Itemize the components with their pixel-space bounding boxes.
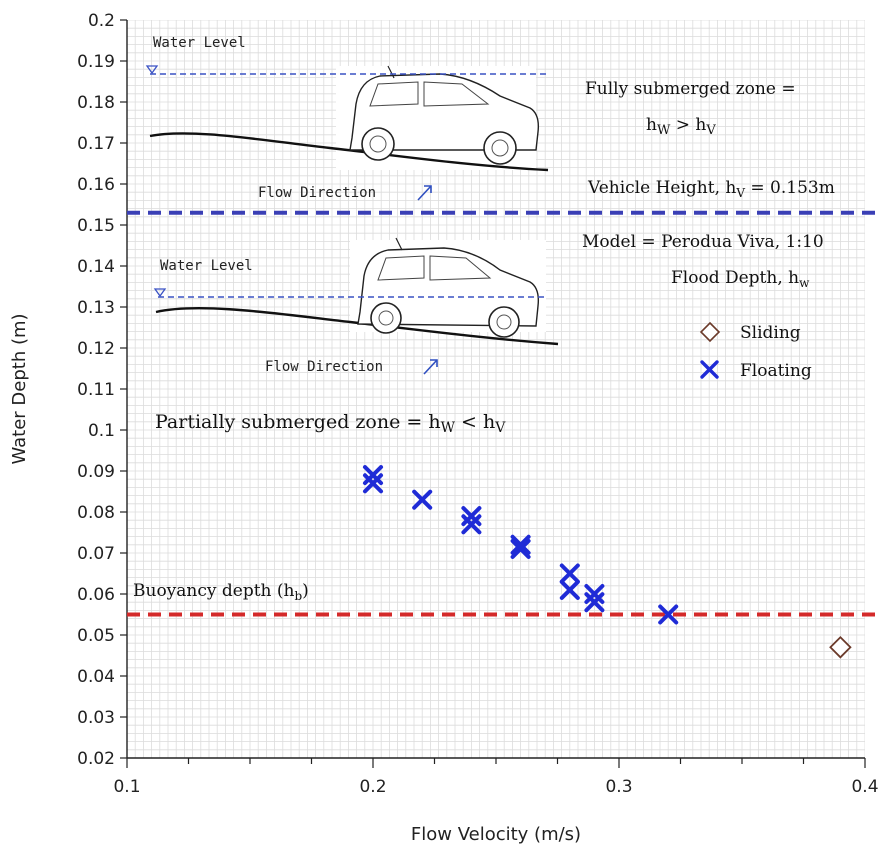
data-point-floating bbox=[559, 563, 580, 584]
y-tick-label: 0.12 bbox=[77, 339, 115, 359]
data-point-floating bbox=[412, 489, 433, 510]
data-point-floating bbox=[584, 584, 605, 604]
flood-depth-label: Flood Depth, hw bbox=[671, 268, 810, 290]
x-axis-ticks: 0.1 0.2 0.3 0.4 bbox=[113, 758, 879, 797]
data-point-floating bbox=[510, 538, 531, 559]
y-tick-label: 0.16 bbox=[77, 175, 115, 195]
y-tick-label: 0.02 bbox=[77, 749, 115, 769]
y-tick-label: 0.09 bbox=[77, 462, 115, 482]
x-axis-title: Flow Velocity (m/s) bbox=[411, 824, 581, 845]
x-tick-label: 0.3 bbox=[605, 777, 632, 797]
y-tick-label: 0.05 bbox=[77, 626, 115, 646]
y-tick-label: 0.15 bbox=[77, 216, 115, 236]
car-illustration-bottom bbox=[155, 237, 559, 346]
data-point-floating bbox=[510, 534, 531, 555]
y-tick-label: 0.2 bbox=[88, 11, 115, 31]
legend-label-floating: Floating bbox=[740, 361, 812, 381]
water-level-marker-top bbox=[145, 65, 159, 75]
y-axis-title: Water Depth (m) bbox=[9, 313, 30, 464]
partially-submerged-label: Partially submerged zone = hW < hV bbox=[155, 411, 506, 436]
data-point-floating bbox=[461, 506, 482, 527]
fully-submerged-formula: hW > hV bbox=[646, 115, 716, 138]
x-tick-label: 0.4 bbox=[851, 777, 878, 797]
y-tick-label: 0.04 bbox=[77, 667, 115, 687]
y-tick-label: 0.07 bbox=[77, 544, 115, 564]
data-point-floating bbox=[363, 465, 383, 486]
water-level-marker-bottom bbox=[153, 288, 167, 298]
y-tick-label: 0.11 bbox=[77, 380, 115, 400]
legend: Sliding Floating bbox=[699, 321, 812, 381]
legend-label-sliding: Sliding bbox=[740, 323, 801, 343]
x-tick-label: 0.2 bbox=[359, 777, 386, 797]
water-level-label-top: Water Level bbox=[153, 35, 246, 51]
data-points bbox=[363, 465, 852, 659]
y-tick-label: 0.1 bbox=[88, 421, 115, 441]
flow-direction-label-top: Flow Direction bbox=[258, 185, 376, 201]
y-tick-label: 0.13 bbox=[77, 298, 115, 318]
data-point-floating bbox=[658, 604, 679, 625]
water-level-label-bottom: Water Level bbox=[160, 258, 253, 274]
y-tick-label: 0.18 bbox=[77, 93, 115, 113]
x-tick-label: 0.1 bbox=[113, 777, 140, 797]
legend-marker-sliding bbox=[699, 321, 721, 343]
data-point-sliding bbox=[829, 636, 852, 659]
y-axis-ticks: 0.02 0.03 0.04 0.05 0.06 0.07 0.08 0.09 0.1 0.11 0… bbox=[77, 11, 127, 769]
y-tick-label: 0.08 bbox=[77, 503, 115, 523]
y-tick-label: 0.14 bbox=[77, 257, 115, 277]
grid-lines bbox=[127, 20, 865, 758]
y-tick-label: 0.19 bbox=[77, 52, 115, 72]
y-tick-label: 0.17 bbox=[77, 134, 115, 154]
data-point-floating bbox=[559, 579, 580, 600]
model-label: Model = Perodua Viva, 1:10 bbox=[582, 232, 824, 252]
fully-submerged-label: Fully submerged zone = bbox=[585, 79, 796, 99]
y-tick-label: 0.06 bbox=[77, 585, 115, 605]
buoyancy-depth-label: Buoyancy depth (hb) bbox=[133, 581, 309, 603]
y-tick-label: 0.03 bbox=[77, 708, 115, 728]
legend-marker-floating bbox=[700, 360, 719, 379]
flow-arrow-icon-bottom bbox=[423, 359, 438, 375]
car-illustration-top bbox=[149, 65, 549, 172]
vehicle-height-label: Vehicle Height, hV = 0.153m bbox=[587, 178, 835, 200]
flow-arrow-icon-top bbox=[417, 185, 432, 201]
flow-direction-label-bottom: Flow Direction bbox=[265, 359, 383, 375]
